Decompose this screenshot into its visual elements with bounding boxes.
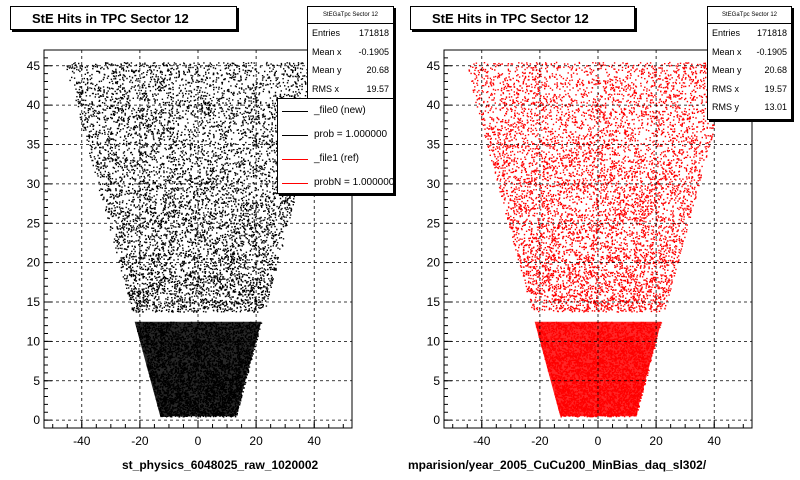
- stats-row-mean-x: Mean x -0.1905: [712, 46, 787, 57]
- x-tick-label: -40: [73, 434, 91, 448]
- right-stats-box: StEGaTpc Sector 12 Entries 171818 Mean x-…: [707, 6, 792, 120]
- x-tick-label: 40: [308, 434, 322, 448]
- stats-row-rms-x: RMS x 19.57: [312, 83, 389, 94]
- y-tick-label: 5: [433, 374, 440, 388]
- y-tick-label: 25: [427, 216, 441, 230]
- x-tick-label: 0: [595, 434, 602, 448]
- x-tick-label: -20: [531, 434, 549, 448]
- stats-row-mean-x: Mean x -0.1905: [312, 46, 389, 57]
- y-tick-label: 45: [27, 59, 41, 73]
- right-footer-label: mparision/year_2005_CuCu200_MinBias_daq_…: [408, 458, 707, 472]
- legend: _file0 (new) prob = 1.000000 _file1 (ref…: [277, 98, 394, 194]
- y-tick-label: 15: [27, 295, 41, 309]
- y-tick-label: 10: [427, 334, 441, 348]
- x-tick-label: -40: [473, 434, 491, 448]
- y-tick-label: 30: [427, 177, 441, 191]
- stats-row-rms-y: RMS y 13.01: [712, 102, 787, 112]
- stats-row-mean-y: Mean y 20.68: [712, 65, 787, 75]
- stats-name: StEGaTpc Sector 12: [708, 7, 791, 24]
- stats-row-rms-x: RMS x 19.57: [712, 83, 787, 94]
- y-tick-label: 0: [33, 413, 40, 427]
- legend-entry-file0: _file0 (new): [278, 99, 393, 123]
- x-tick-label: 0: [195, 434, 202, 448]
- stats-row-entries: Entries 171818: [712, 28, 787, 38]
- y-tick-label: 35: [427, 138, 441, 152]
- stats-row-entries: Entries 171818: [312, 28, 389, 38]
- left-scatter-plot: -40 -20 0 20 40 0 5 10 15 20 25 30 35 40 45: [27, 49, 353, 448]
- legend-entry-probn: probN = 1.000000: [278, 171, 393, 193]
- scatter-points: [468, 61, 732, 418]
- left-plot-title: StE Hits in TPC Sector 12: [10, 6, 237, 30]
- x-tick-label: 20: [649, 434, 663, 448]
- y-tick-label: 20: [27, 256, 41, 270]
- legend-entry-file1: _file1 (ref): [278, 147, 393, 171]
- stats-row-mean-y: Mean y 20.68: [312, 65, 389, 75]
- y-tick-label: 30: [27, 177, 41, 191]
- legend-entry-prob: prob = 1.000000: [278, 123, 393, 147]
- x-tick-label: 40: [708, 434, 722, 448]
- y-tick-label: 40: [427, 98, 441, 112]
- y-tick-label: 40: [27, 98, 41, 112]
- left-stats-box: StEGaTpc Sector 12 Entries 171818 Mean x-…: [307, 6, 394, 102]
- y-tick-label: 5: [33, 374, 40, 388]
- right-plot-title: StE Hits in TPC Sector 12: [410, 6, 635, 30]
- right-scatter-plot: -40 -20 0 20 40 0 5 10 15 20 25 30 35 40 45: [427, 49, 753, 448]
- left-footer-label: st_physics_6048025_raw_1020002: [122, 458, 319, 472]
- stats-name: StEGaTpc Sector 12: [308, 7, 393, 24]
- y-tick-label: 0: [433, 413, 440, 427]
- y-tick-label: 15: [427, 295, 441, 309]
- y-tick-label: 10: [27, 334, 41, 348]
- y-tick-label: 25: [27, 216, 41, 230]
- scatter-point: [468, 61, 732, 418]
- y-tick-label: 45: [427, 59, 441, 73]
- y-tick-label: 20: [427, 256, 441, 270]
- x-tick-label: 20: [249, 434, 263, 448]
- y-tick-label: 35: [27, 138, 41, 152]
- x-tick-label: -20: [131, 434, 149, 448]
